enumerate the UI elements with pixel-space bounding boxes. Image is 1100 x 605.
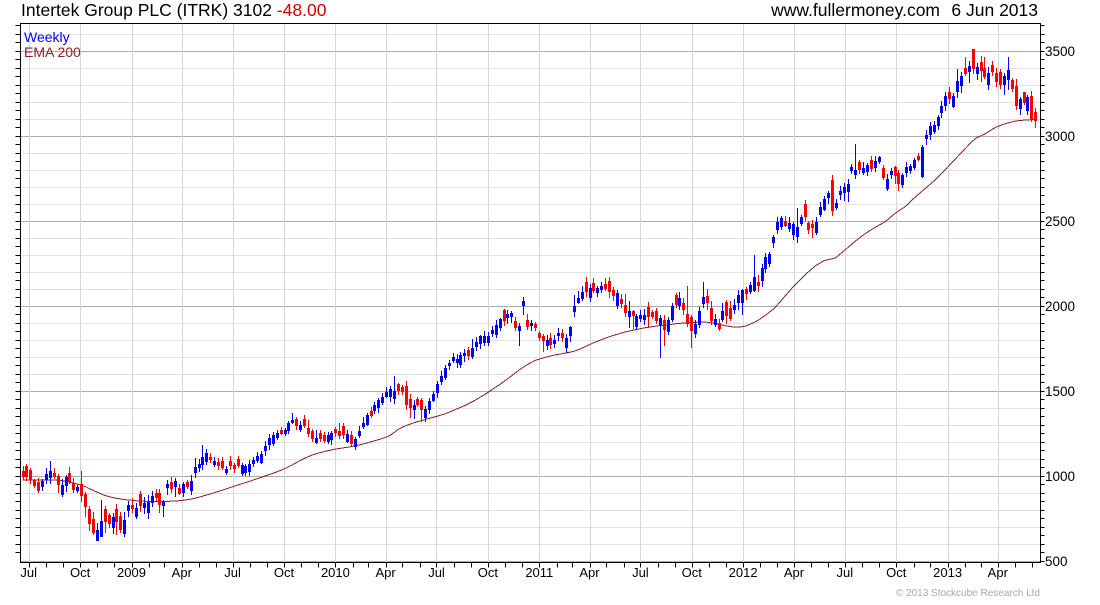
svg-text:Oct: Oct [478,565,499,580]
svg-text:3000: 3000 [1045,129,1075,144]
svg-text:www.fullermoney.com: www.fullermoney.com [770,0,940,20]
svg-text:1500: 1500 [1045,384,1075,399]
svg-text:Oct: Oct [886,565,907,580]
svg-text:3500: 3500 [1045,44,1075,59]
svg-text:Jul: Jul [20,565,37,580]
svg-text:6 Jun 2013: 6 Jun 2013 [951,0,1038,20]
svg-text:2011: 2011 [525,565,553,580]
svg-text:Apr: Apr [579,565,600,580]
svg-text:2010: 2010 [321,565,350,580]
svg-text:2000: 2000 [1045,299,1075,314]
svg-text:2009: 2009 [117,565,146,580]
svg-text:500: 500 [1045,554,1068,569]
svg-text:Apr: Apr [172,565,193,580]
svg-text:Weekly: Weekly [24,29,70,45]
svg-text:Apr: Apr [988,565,1009,580]
svg-text:EMA 200: EMA 200 [24,44,81,60]
svg-text:Oct: Oct [70,565,91,580]
svg-text:Oct: Oct [682,565,703,580]
svg-text:Jul: Jul [224,565,241,580]
svg-text:Apr: Apr [375,565,396,580]
svg-text:Jul: Jul [632,565,649,580]
svg-text:Apr: Apr [784,565,805,580]
svg-text:Oct: Oct [274,565,295,580]
svg-text:Jul: Jul [836,565,853,580]
svg-text:2013: 2013 [933,565,962,580]
svg-text:Jul: Jul [428,565,445,580]
svg-text:1000: 1000 [1045,469,1075,484]
svg-text:2012: 2012 [729,565,758,580]
svg-text:2500: 2500 [1045,214,1075,229]
svg-text:© 2013 Stockcube Research Ltd: © 2013 Stockcube Research Ltd [896,588,1040,599]
svg-text:Intertek Group PLC (ITRK) 3102: Intertek Group PLC (ITRK) 3102 -48.00 [21,0,327,20]
